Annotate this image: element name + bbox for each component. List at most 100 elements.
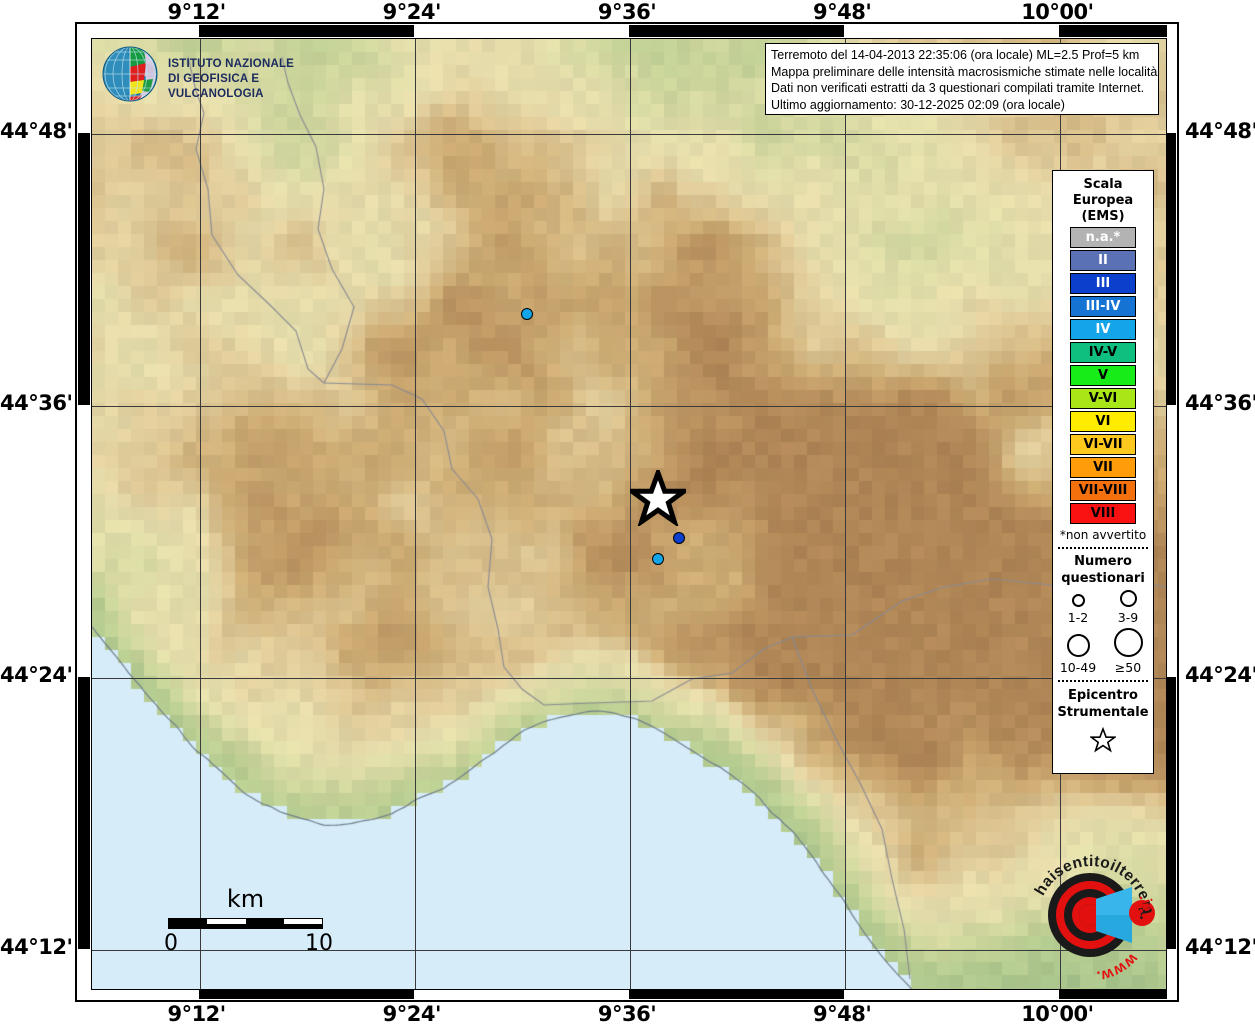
legend-swatch-iv-v[interactable]: IV-V xyxy=(1070,342,1136,363)
questionnaire-class--50: ≥50 xyxy=(1105,628,1151,675)
ingv-logo-line-2: DI GEOFISICA E VULCANOLOGIA xyxy=(168,73,264,100)
ingv-logo-text: ISTITUTO NAZIONALE DI GEOFISICA E VULCAN… xyxy=(168,57,315,102)
epicentre-legend-symbol xyxy=(1053,721,1153,757)
axis-label-lon-top-3: 9°48' xyxy=(813,0,872,24)
scale-max-label: 10 xyxy=(305,931,333,956)
legend-swatch-iv[interactable]: IV xyxy=(1070,319,1136,340)
frame-tick-segment xyxy=(1059,987,1167,999)
frame-tick-segment xyxy=(198,25,414,37)
scale-bar-graphic xyxy=(168,918,323,929)
intensity-point-2[interactable] xyxy=(652,553,664,565)
questionnaire-title-line-2: questionari xyxy=(1061,571,1145,586)
legend-title-line-2: Europea xyxy=(1072,193,1134,208)
frame-tick-segment xyxy=(78,133,90,406)
axis-label-lon-bottom-3: 9°48' xyxy=(813,1002,872,1026)
scale-min-label: 0 xyxy=(164,931,178,956)
questionnaire-class-3-9: 3-9 xyxy=(1105,590,1151,625)
ingv-logo: ISTITUTO NAZIONALE DI GEOFISICA E VULCAN… xyxy=(100,43,315,105)
axis-label-lat-right-2: 44°24' xyxy=(1185,663,1255,688)
legend-footnote: *non avvertito xyxy=(1059,528,1147,542)
questionnaire-circle-icon xyxy=(1071,594,1085,607)
axis-label-lon-top-0: 9°12' xyxy=(167,0,226,24)
legend-swatch-iii[interactable]: III xyxy=(1070,273,1136,294)
axis-label-lon-bottom-2: 9°36' xyxy=(597,1002,657,1026)
questionnaire-circle-icon xyxy=(1066,634,1090,657)
axis-label-lat-right-3: 44°12' xyxy=(1185,935,1255,960)
frame-tick-segment xyxy=(1164,677,1176,950)
legend-panel: Scala Europea (EMS) n.a.* II III III-IV IV IV… xyxy=(1052,170,1154,774)
questionnaire-class-1-2: 1-2 xyxy=(1055,592,1101,625)
intensity-point-1[interactable] xyxy=(673,532,685,544)
legend-swatch-vi-vii[interactable]: VI-VII xyxy=(1070,434,1136,455)
graticule-parallel-2 xyxy=(92,678,1166,680)
axis-label-lat-left-0: 44°48' xyxy=(0,119,73,144)
graticule-meridian-0 xyxy=(199,39,201,989)
svg-text:?: ? xyxy=(1138,904,1147,923)
event-info-box: Terremoto del 14-04-2013 22:35:06 (ora l… xyxy=(765,43,1159,115)
frame-tick-segment xyxy=(198,987,414,999)
terrain-raster xyxy=(92,39,1166,989)
graticule-meridian-1 xyxy=(414,39,416,989)
legend-swatch-ii[interactable]: II xyxy=(1070,250,1136,271)
axis-label-lon-top-2: 9°36' xyxy=(597,0,657,24)
legend-swatch-vi[interactable]: VI xyxy=(1070,411,1136,432)
legend-title-line-3: (EMS) xyxy=(1081,209,1125,224)
graticule-parallel-0 xyxy=(92,134,1166,136)
legend-divider-2 xyxy=(1058,680,1148,682)
frame-tick-segment xyxy=(629,25,845,37)
axis-label-lat-left-3: 44°12' xyxy=(0,935,73,960)
axis-label-lat-left-2: 44°24' xyxy=(0,663,73,688)
hsit-logo[interactable]: ? haisentitoilterremoto .it www. xyxy=(1013,832,1163,985)
questionnaire-class-label: 3-9 xyxy=(1117,610,1139,625)
epicentre-star[interactable] xyxy=(624,465,692,530)
scale-unit-label: km xyxy=(226,885,265,913)
questionnaire-classes: 1-2 3-9 10-49 ≥50 xyxy=(1053,590,1153,675)
graticule-meridian-2 xyxy=(630,39,631,989)
graticule-meridian-3 xyxy=(845,39,847,989)
axis-label-lat-right-0: 44°48' xyxy=(1185,119,1255,144)
questionnaire-title-line-1: Numero xyxy=(1074,554,1132,569)
legend-divider-1 xyxy=(1058,547,1148,549)
legend-swatch-list: n.a.* II III III-IV IV IV-V V V-VI VI VI-VII VII VI… xyxy=(1053,227,1153,524)
questionnaire-circle-icon xyxy=(1113,628,1143,657)
svg-text:.it: .it xyxy=(1135,891,1156,911)
questionnaire-class-label: 1-2 xyxy=(1067,610,1089,625)
legend-title-line-1: Scala xyxy=(1083,177,1123,192)
questionnaire-class-label: 10-49 xyxy=(1059,660,1097,675)
axis-label-lon-bottom-0: 9°12' xyxy=(167,1002,226,1026)
legend-swatch-v-vi[interactable]: V-VI xyxy=(1070,388,1136,409)
ingv-logo-line-1: ISTITUTO NAZIONALE xyxy=(168,58,295,70)
legend-title: Scala Europea (EMS) xyxy=(1053,171,1153,225)
questionnaire-title: Numero questionari xyxy=(1053,549,1153,587)
hsit-target-icon: ? haisentitoilterremoto .it www. xyxy=(1013,832,1157,985)
legend-swatch-v[interactable]: V xyxy=(1070,365,1136,386)
info-line-1: Terremoto del 14-04-2013 22:35:06 (ora l… xyxy=(771,48,1140,62)
intensity-point-0[interactable] xyxy=(521,308,533,320)
questionnaire-row-0: 1-2 3-9 xyxy=(1053,590,1153,625)
frame-tick-segment xyxy=(78,677,90,950)
epicentre-legend-line-2: Strumentale xyxy=(1057,705,1149,720)
graticule-parallel-1 xyxy=(92,406,1166,408)
epicentre-legend-title: Epicentro Strumentale xyxy=(1053,682,1153,721)
epicentre-legend-line-1: Epicentro xyxy=(1068,688,1138,703)
axis-label-lon-bottom-1: 9°24' xyxy=(382,1002,442,1026)
axis-label-lat-right-1: 44°36' xyxy=(1185,391,1255,416)
info-line-3: Dati non verificati estratti da 3 questi… xyxy=(771,81,1145,95)
legend-swatch-vii[interactable]: VII xyxy=(1070,457,1136,478)
axis-label-lon-top-1: 9°24' xyxy=(382,0,442,24)
scale-bar: km 0 10 xyxy=(164,885,333,956)
questionnaire-row-1: 10-49 ≥50 xyxy=(1053,628,1153,675)
info-line-4: Ultimo aggiornamento: 30-12-2025 02:09 (… xyxy=(771,97,1065,112)
map-viewport[interactable] xyxy=(91,38,1167,990)
legend-swatch-iii-iv[interactable]: III-IV xyxy=(1070,296,1136,317)
legend-swatch-vii-viii[interactable]: VII-VIII xyxy=(1070,480,1136,501)
legend-swatch-n-a-[interactable]: n.a.* xyxy=(1070,227,1136,248)
questionnaire-class-label: ≥50 xyxy=(1114,660,1142,675)
frame-tick-segment xyxy=(629,987,845,999)
legend-swatch-viii[interactable]: VIII xyxy=(1070,503,1136,524)
scale-bar-numbers: 0 10 xyxy=(164,931,333,956)
questionnaire-class-10-49: 10-49 xyxy=(1055,634,1101,675)
map-frame xyxy=(75,22,1179,1002)
info-line-2: Mappa preliminare delle intensità macros… xyxy=(771,64,1158,79)
